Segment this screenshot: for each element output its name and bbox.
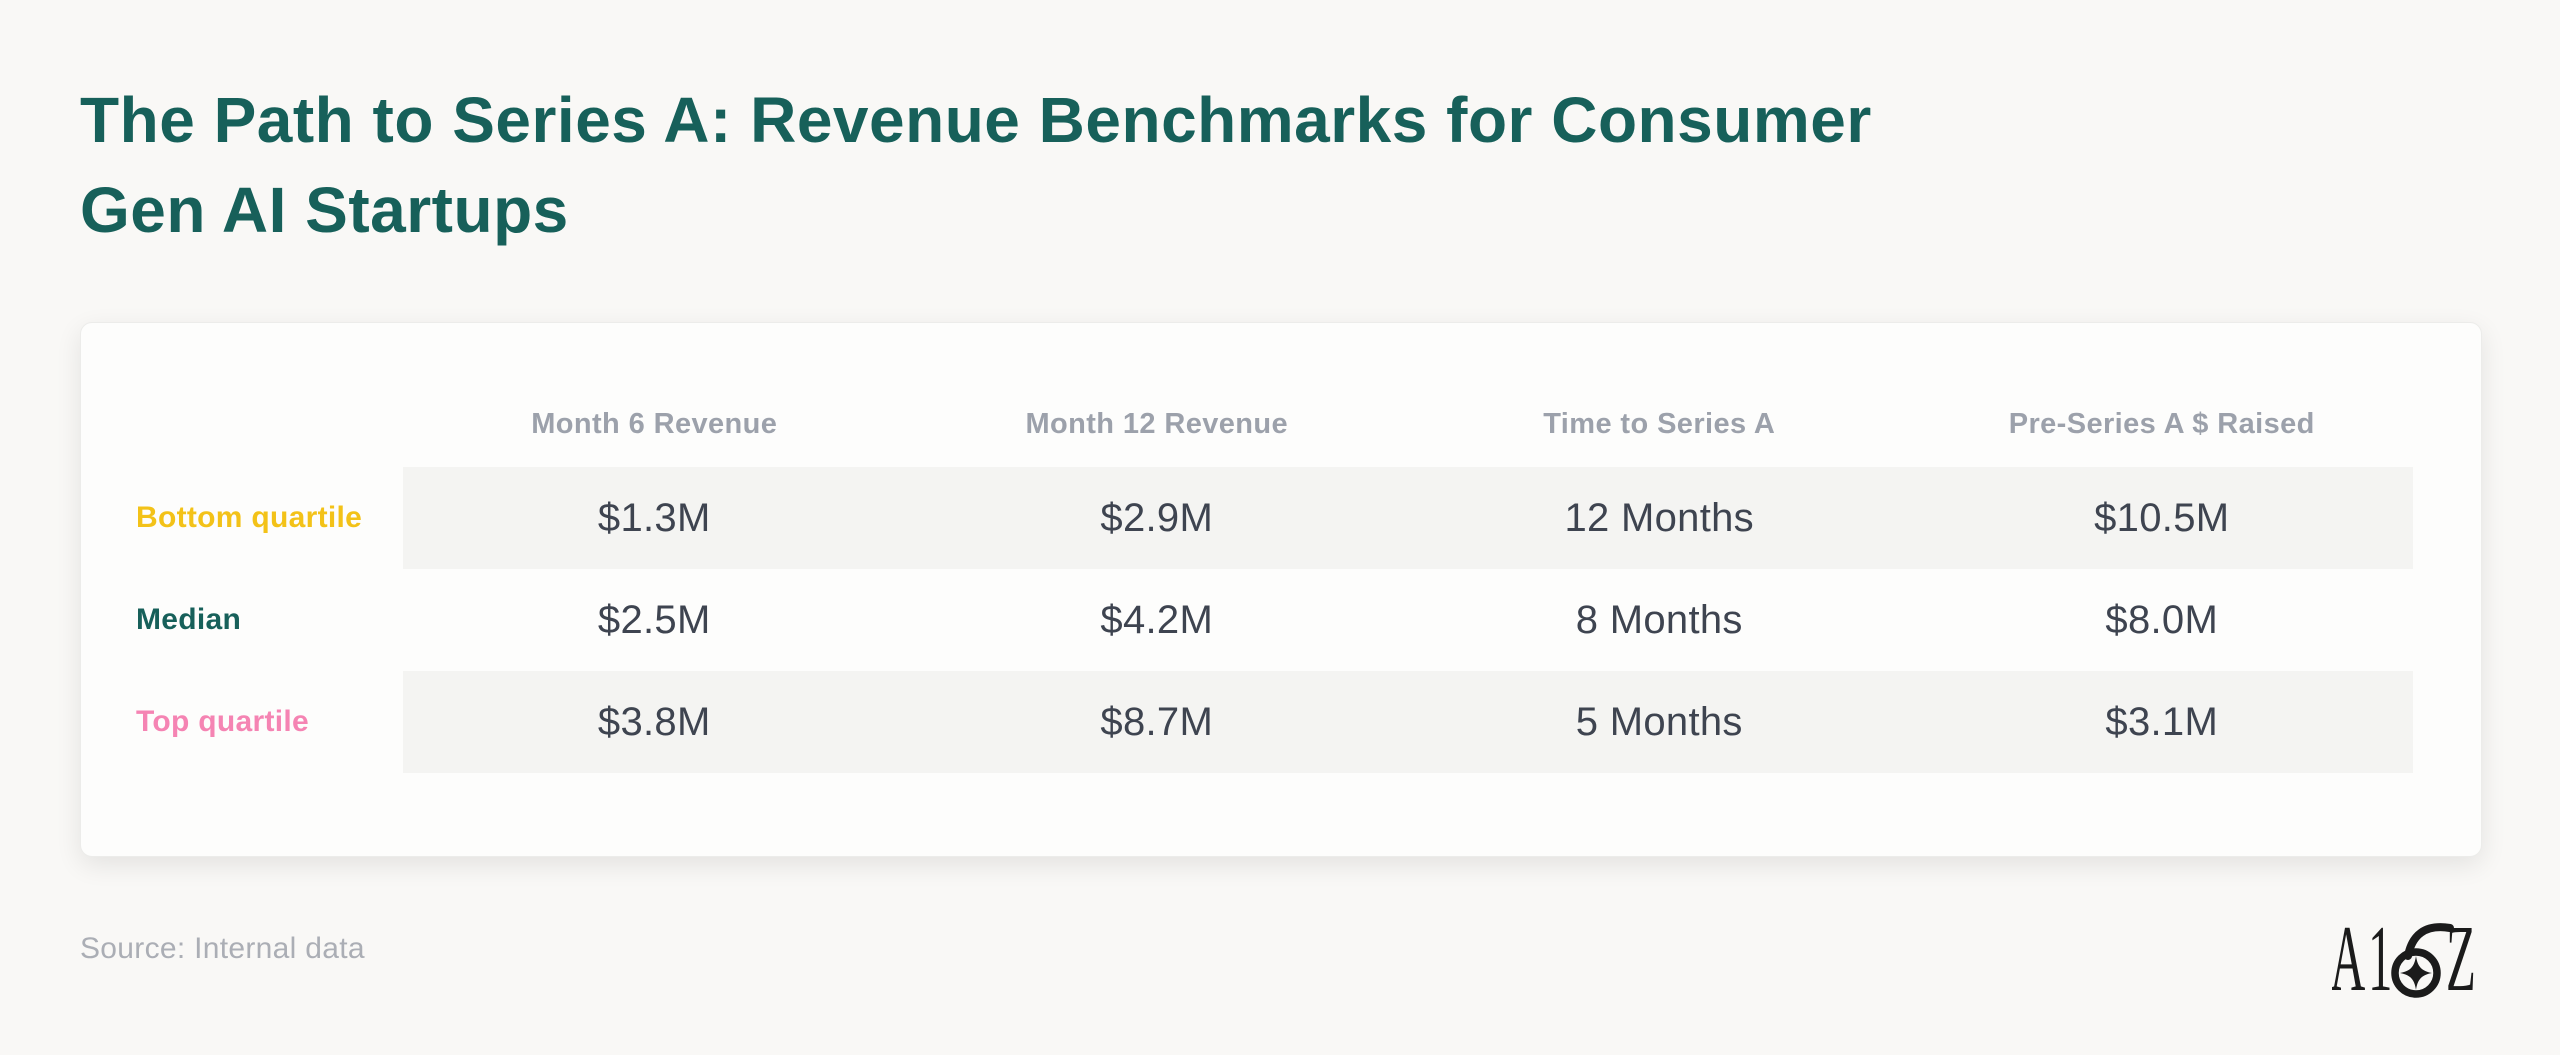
title-line-2: Gen AI Startups: [80, 174, 569, 246]
column-header-preseriesa-raised: Pre-Series A $ Raised: [2008, 408, 2315, 440]
table-row-top-quartile: Top quartile $3.8M $8.7M 5 Months $3.1M: [81, 671, 2481, 773]
a16z-logo: A 1 Z: [2332, 920, 2476, 1000]
header-right-pad: [2413, 323, 2481, 467]
cell-value: $8.0M: [2105, 597, 2219, 642]
row-label-bottom-quartile: Bottom quartile: [136, 501, 363, 534]
cell-value: $1.3M: [403, 467, 906, 569]
cell-value: $2.9M: [905, 467, 1408, 569]
six-ring: [2391, 948, 2441, 998]
title-line-1: The Path to Series A: Revenue Benchmarks…: [80, 84, 1872, 156]
cell-value: 8 Months: [1575, 597, 1743, 642]
table-row-bottom-quartile: Bottom quartile $1.3M $2.9M 12 Months $1…: [81, 467, 2481, 569]
svg-text:1: 1: [2368, 920, 2392, 1000]
column-header-time-to-series-a: Time to Series A: [1543, 408, 1776, 440]
cell-value: 12 Months: [1408, 467, 1911, 569]
a16z-letters: A 1 Z: [2332, 920, 2476, 1000]
cell-value: $4.2M: [1100, 597, 1214, 642]
row-right-pad: [2413, 467, 2481, 569]
row-right-pad: [2413, 671, 2481, 773]
cell-value: $3.1M: [1910, 671, 2413, 773]
page-title: The Path to Series A: Revenue Benchmarks…: [80, 75, 1872, 255]
svg-text:Z: Z: [2446, 920, 2476, 1000]
row-label-top-quartile: Top quartile: [136, 705, 310, 738]
source-note: Source: Internal data: [80, 932, 365, 965]
row-right-pad: [2413, 569, 2481, 671]
column-header-month6: Month 6 Revenue: [531, 408, 778, 440]
cell-value: $2.5M: [597, 597, 711, 642]
cell-value: 5 Months: [1408, 671, 1911, 773]
six-star-icon: [2400, 956, 2432, 990]
svg-text:A: A: [2332, 920, 2365, 1000]
benchmark-table-card: Month 6 Revenue Month 12 Revenue Time to…: [80, 322, 2482, 857]
column-header-month12: Month 12 Revenue: [1025, 408, 1289, 440]
cell-value: $3.8M: [403, 671, 906, 773]
cell-value: $10.5M: [1910, 467, 2413, 569]
row-label-median: Median: [136, 603, 242, 636]
cell-value: $8.7M: [905, 671, 1408, 773]
header-spacer: [81, 323, 403, 467]
table-row-median: Median $2.5M $4.2M 8 Months $8.0M: [81, 569, 2481, 671]
table-header-row: Month 6 Revenue Month 12 Revenue Time to…: [81, 323, 2481, 467]
